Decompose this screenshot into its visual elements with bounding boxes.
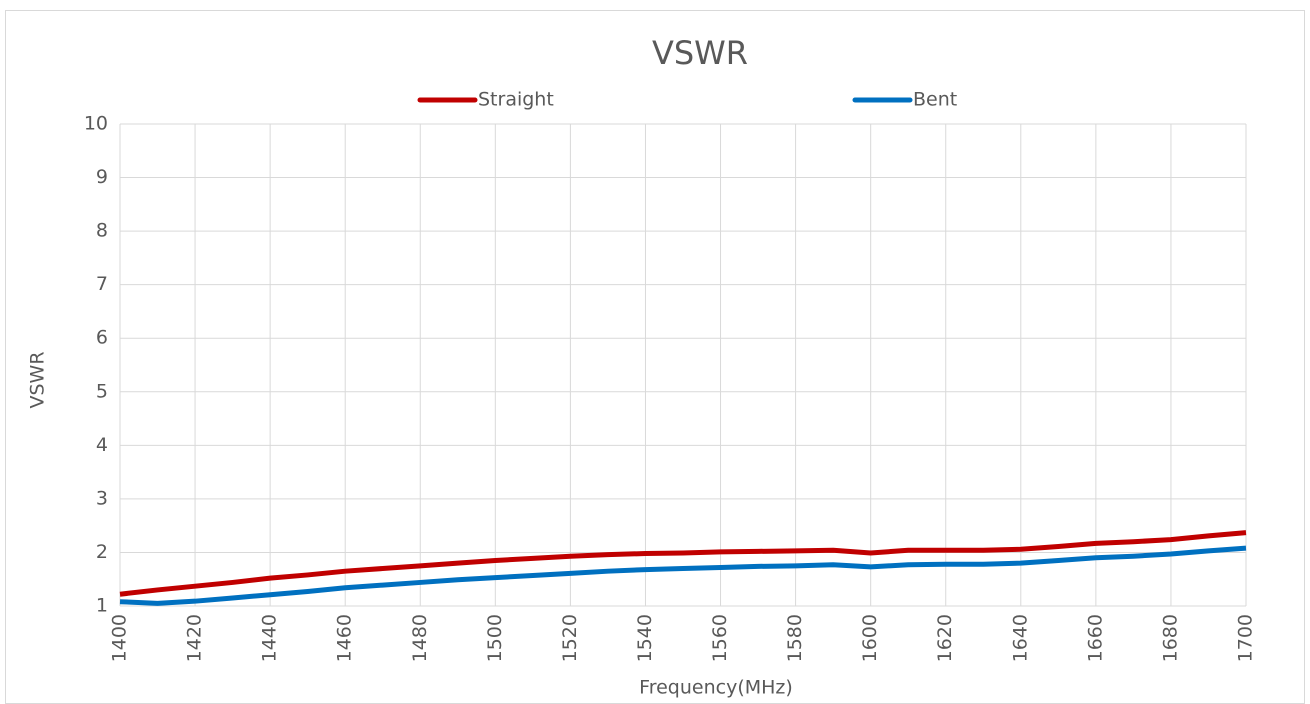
x-tick-label: 1420 bbox=[184, 614, 206, 662]
legend-label: Bent bbox=[913, 89, 957, 111]
x-tick-label: 1680 bbox=[1159, 614, 1181, 662]
y-tick-label: 2 bbox=[96, 541, 108, 563]
y-tick-label: 7 bbox=[96, 273, 108, 295]
x-tick-label: 1480 bbox=[409, 614, 431, 662]
x-tick-label: 1440 bbox=[259, 614, 281, 662]
x-tick-label: 1700 bbox=[1235, 614, 1257, 662]
data-line bbox=[119, 545, 1247, 606]
y-tick-label: 10 bbox=[84, 113, 108, 135]
x-tick-label: 1500 bbox=[484, 614, 506, 662]
y-tick-label: 8 bbox=[96, 220, 108, 242]
x-tick-label: 1560 bbox=[709, 614, 731, 662]
y-tick-label: 9 bbox=[96, 166, 108, 188]
x-tick-label: 1660 bbox=[1084, 614, 1106, 662]
x-tick-label: 1580 bbox=[784, 614, 806, 662]
y-tick-label: 3 bbox=[96, 487, 108, 509]
x-tick-label: 1600 bbox=[859, 614, 881, 662]
y-tick-label: 4 bbox=[96, 434, 108, 456]
y-tick-label: 5 bbox=[96, 380, 108, 402]
y-axis-label: VSWR bbox=[27, 351, 49, 408]
y-tick-label: 1 bbox=[96, 595, 108, 617]
x-tick-label: 1620 bbox=[934, 614, 956, 662]
x-tick-label: 1520 bbox=[559, 614, 581, 662]
x-tick-label: 1460 bbox=[334, 614, 356, 662]
data-line bbox=[119, 530, 1247, 597]
x-axis-label: Frequency(MHz) bbox=[639, 677, 793, 699]
x-tick-label: 1640 bbox=[1009, 614, 1031, 662]
legend-label: Straight bbox=[478, 89, 554, 111]
chart-title: VSWR bbox=[652, 34, 748, 72]
x-tick-label: 1540 bbox=[634, 614, 656, 662]
chart-frame bbox=[5, 10, 1305, 704]
y-tick-label: 6 bbox=[96, 327, 108, 349]
x-tick-label: 1400 bbox=[109, 614, 131, 662]
